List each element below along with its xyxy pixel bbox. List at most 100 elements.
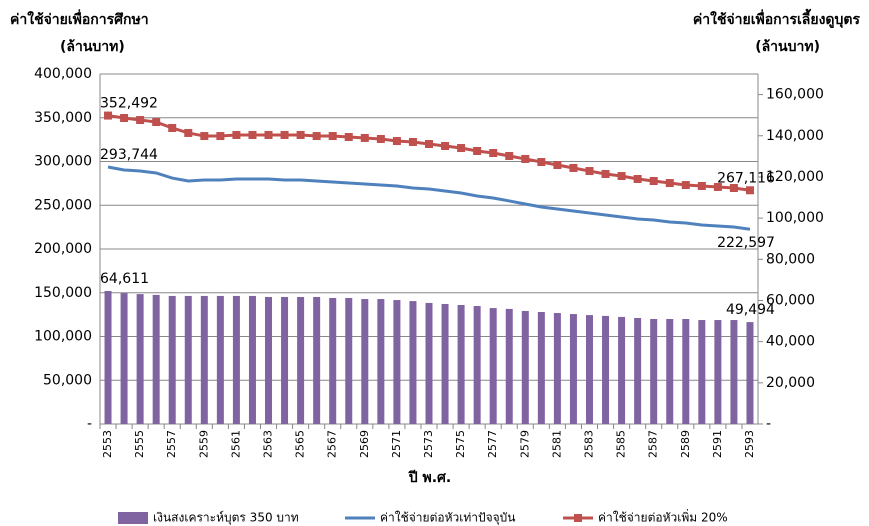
bar [569,314,577,424]
marker [425,140,433,148]
marker [312,132,321,141]
bar [521,310,529,424]
x-tick-label: 2585 [615,430,628,458]
x-axis-title: ปี พ.ศ. [407,470,451,486]
y-tick-label: - [87,416,92,432]
y-axis-title: ค่าใช้จ่ายเพื่อการศึกษา [10,9,149,28]
bar [361,299,369,424]
marker [232,130,241,139]
bar [313,296,321,424]
marker [168,123,177,132]
bar [489,308,497,424]
x-tick-label: 2569 [358,430,371,458]
marker [649,177,658,186]
x-tick-label: 2561 [229,430,242,458]
bar [602,315,610,424]
x-tick-label: 2573 [422,430,435,458]
bar [248,295,256,424]
marker [344,133,353,141]
line [107,165,751,231]
x-tick-label: 2593 [743,430,756,458]
bar [184,295,192,424]
x-tick-label: 2565 [294,430,307,458]
marker [681,181,690,190]
bar [585,315,593,424]
marker [713,182,722,191]
marker [264,130,273,139]
bar [393,300,401,424]
legend-swatch [574,514,582,522]
marker [441,142,450,151]
marker [200,132,209,141]
bar [200,295,208,424]
bar [345,298,353,424]
y2-tick-label: 40,000 [766,334,815,350]
bar [618,316,626,424]
x-tick-label: 2591 [711,430,724,458]
y-tick-label: 400,000 [34,66,92,82]
marker [328,132,337,141]
bar [746,322,754,424]
bar [714,320,722,424]
marker [248,130,257,139]
marker [665,179,674,188]
bar [216,295,224,424]
x-tick-label: 2579 [518,430,531,458]
data-label: 267,116 [717,170,775,186]
y-tick-label: 300,000 [34,154,92,170]
marker [136,116,145,125]
y-tick-label: 100,000 [34,329,92,345]
data-label: 64,611 [100,271,149,287]
marker [633,175,642,183]
bar [634,317,642,424]
y2-tick-label: 20,000 [766,375,815,391]
marker [360,133,369,142]
marker [489,149,498,158]
marker [505,151,514,160]
marker [457,144,466,153]
x-tick-label: 2571 [390,430,403,458]
y-axis-title: (ล้านบาท) [60,39,125,55]
legend-label: เงินสงเคราะห์บุตร 350 บาท [153,511,299,526]
y2-tick-label: 140,000 [766,128,824,144]
data-label: 352,492 [100,96,158,112]
x-tick-label: 2587 [647,430,660,458]
marker [408,137,417,146]
bar [682,319,690,424]
bar [152,294,160,424]
legend-label: ค่าใช้จ่ายต่อหัวเท่าปัจจุบัน [380,511,515,526]
bar [297,296,305,424]
marker [537,158,546,167]
x-tick-label: 2563 [262,430,275,458]
bar [168,295,176,424]
marker [521,154,530,163]
marker [216,132,225,141]
marker [553,161,562,169]
y2-axis-title: ค่าใช้จ่ายเพื่อการเลี้ยงดูบุตร [693,8,861,28]
x-tick-label: 2575 [454,430,467,458]
bar [409,301,417,424]
bar [281,296,289,424]
bar [650,319,658,424]
marker [585,167,594,176]
bar [730,320,738,424]
bar [232,295,240,424]
bar [666,319,674,424]
legend-swatch [118,512,148,524]
y2-tick-label: 100,000 [766,210,824,226]
marker [473,147,482,155]
marker [697,182,706,190]
marker [120,114,129,123]
marker [376,135,385,144]
y-tick-label: 250,000 [34,197,92,213]
marker [280,130,289,139]
bar [104,290,112,424]
bar [377,299,385,424]
y2-tick-label: 80,000 [766,251,815,267]
x-tick-label: 2567 [326,430,339,458]
marker [745,186,754,195]
marker [601,170,610,179]
bar [505,308,513,424]
x-tick-label: 2589 [679,430,692,458]
